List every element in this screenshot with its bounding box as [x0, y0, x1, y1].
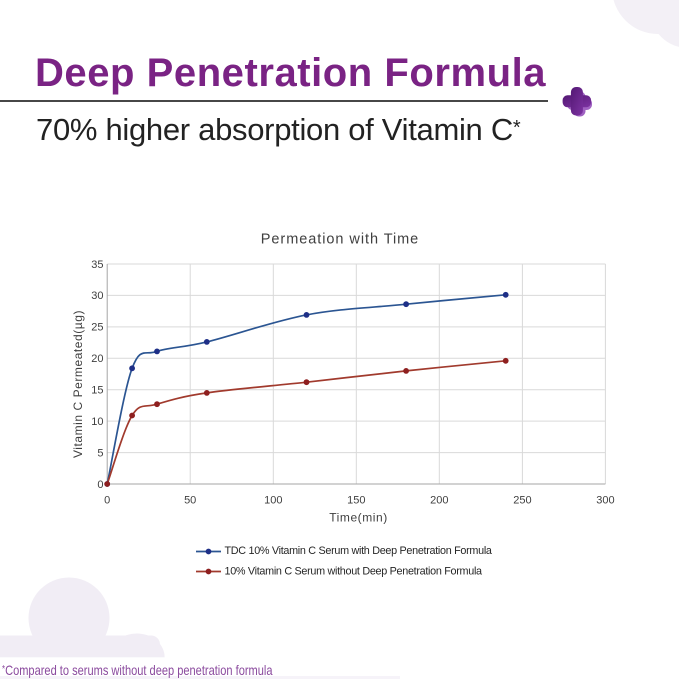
svg-text:150: 150 — [347, 495, 365, 507]
svg-text:35: 35 — [91, 259, 103, 271]
svg-text:TDC 10% Vitamin C Serum with D: TDC 10% Vitamin C Serum with Deep Penetr… — [225, 545, 492, 557]
svg-text:30: 30 — [91, 290, 103, 302]
svg-text:Permeation with Time: Permeation with Time — [261, 232, 419, 248]
svg-text:15: 15 — [91, 385, 103, 397]
svg-text:5: 5 — [97, 447, 103, 459]
svg-text:300: 300 — [596, 495, 614, 507]
svg-text:Time(min): Time(min) — [329, 511, 388, 525]
svg-text:250: 250 — [513, 495, 531, 507]
svg-text:100: 100 — [264, 495, 282, 507]
svg-text:10% Vitamin C Serum without De: 10% Vitamin C Serum without Deep Penetra… — [225, 566, 483, 578]
svg-text:0: 0 — [97, 479, 103, 491]
svg-text:50: 50 — [184, 495, 196, 507]
svg-text:20: 20 — [91, 353, 103, 365]
svg-text:200: 200 — [430, 495, 448, 507]
svg-text:10: 10 — [91, 416, 103, 428]
svg-text:Vitamin C Permeated(µg): Vitamin C Permeated(µg) — [71, 310, 85, 458]
svg-text:25: 25 — [91, 322, 103, 334]
svg-text:0: 0 — [104, 495, 110, 507]
